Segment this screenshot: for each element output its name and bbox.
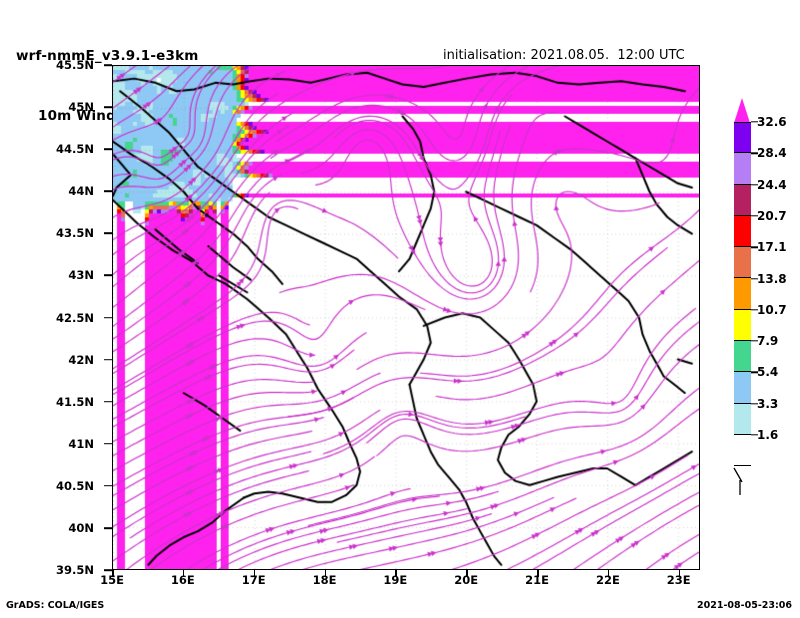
longitude-tick-label: 16E [170,573,195,587]
grads-credit-label: GrADS: COLA/IGES [6,600,105,611]
longitude-tick-mark [607,570,610,577]
latitude-tick-label: 43.5N [56,226,94,241]
latitude-tick-label: 40.5N [56,478,94,493]
wind-speed-map-canvas[interactable] [113,66,699,569]
colorbar-tick-mark [751,340,758,342]
colorbar-band[interactable] [734,434,751,467]
colorbar-band[interactable] [734,309,751,342]
latitude-tick-label: 42N [68,352,94,367]
latitude-tick-label: 40N [68,520,94,535]
latitude-tick-label: 41.5N [56,394,94,409]
model-name-label: wrf-nmmE_v3.9.1-e3km [16,48,199,64]
colorbar-tick-label: 20.7 [757,208,787,223]
latitude-tick-label: 43N [68,268,94,283]
latitude-tick-mark [104,274,112,277]
colorbar-band[interactable] [734,122,751,154]
latitude-tick-mark [104,106,112,108]
colorbar-tick-mark [751,309,758,311]
longitude-tick-label: 19E [383,573,408,587]
longitude-tick-mark [182,570,185,577]
colorbar-bottom-tail-icon [733,467,743,495]
longitude-tick-label: 15E [100,573,124,587]
latitude-tick-mark [104,485,112,487]
colorbar-tick-mark [751,215,758,217]
colorbar-tick-label: 1.6 [757,428,779,442]
longitude-tick-mark [324,570,327,577]
longitude-tick-mark [466,570,468,577]
longitude-tick-mark [678,570,681,577]
latitude-tick-label: 45.5N [56,58,94,72]
latitude-tick-mark [104,400,112,403]
latitude-tick-mark [104,442,112,445]
initialisation-time-label: initialisation: 2021.08.05. 12:00 UTC [443,48,685,63]
latitude-tick-label: 39.5N [56,563,94,577]
latitude-tick-mark [104,358,112,361]
colorbar-band[interactable] [734,403,751,435]
colorbar-tick-mark [751,277,758,280]
colorbar-band[interactable] [734,341,751,373]
colorbar-tick-label: 7.9 [757,334,779,349]
longitude-tick-mark [537,570,539,577]
longitude-tick-label: 17E [241,573,266,587]
colorbar-tick-mark [751,121,758,123]
colorbar-band[interactable] [734,215,751,248]
latitude-tick-label: 44N [68,184,94,199]
colorbar-band[interactable] [734,247,751,279]
longitude-tick-label: 20E [454,573,479,587]
longitude-tick-label: 22E [595,573,620,587]
longitude-tick-label: 23E [666,573,691,587]
colorbar-tick-label: 24.4 [757,177,787,192]
map-plot-area[interactable] [112,65,700,570]
latitude-tick-label: 41N [68,436,94,451]
generation-timestamp-label: 2021-08-05-23:06 [697,600,792,611]
latitude-tick-mark [104,527,112,529]
latitude-tick-mark [104,569,112,571]
colorbar-tick-mark [751,371,758,374]
colorbar-tick-mark [751,246,758,248]
colorbar-band[interactable] [734,278,751,310]
colorbar-tick-label: 5.4 [757,365,779,380]
longitude-tick-mark [253,570,256,577]
colorbar-tick-mark [751,183,758,186]
longitude-tick-label: 21E [525,573,549,587]
colorbar-tick-label: 3.3 [757,396,779,411]
colorbar-tick-label: 17.1 [757,240,787,255]
latitude-tick-label: 44.5N [56,142,94,157]
latitude-tick-label: 42.5N [56,310,94,325]
colorbar-legend[interactable] [734,122,751,467]
colorbar-band[interactable] [734,184,751,216]
colorbar-tick-label: 32.6 [757,115,787,129]
colorbar-tick-mark [751,152,758,154]
longitude-tick-mark [112,570,114,577]
latitude-tick-mark [104,232,112,235]
longitude-tick-mark [395,570,397,577]
colorbar-tick-mark [751,434,758,436]
colorbar-band[interactable] [734,153,751,185]
latitude-tick-label: 45N [68,100,94,115]
colorbar-tick-label: 13.8 [757,271,787,286]
latitude-tick-mark [104,190,112,193]
latitude-tick-mark [104,316,112,319]
colorbar-tick-label: 10.7 [757,302,787,317]
latitude-tick-mark [104,148,112,150]
latitude-tick-mark [104,64,112,66]
colorbar-band[interactable] [734,372,751,404]
longitude-tick-label: 18E [312,573,337,587]
colorbar-tick-mark [751,402,758,405]
colorbar-top-arrow-icon [734,98,750,123]
colorbar-tick-label: 28.4 [757,146,787,161]
